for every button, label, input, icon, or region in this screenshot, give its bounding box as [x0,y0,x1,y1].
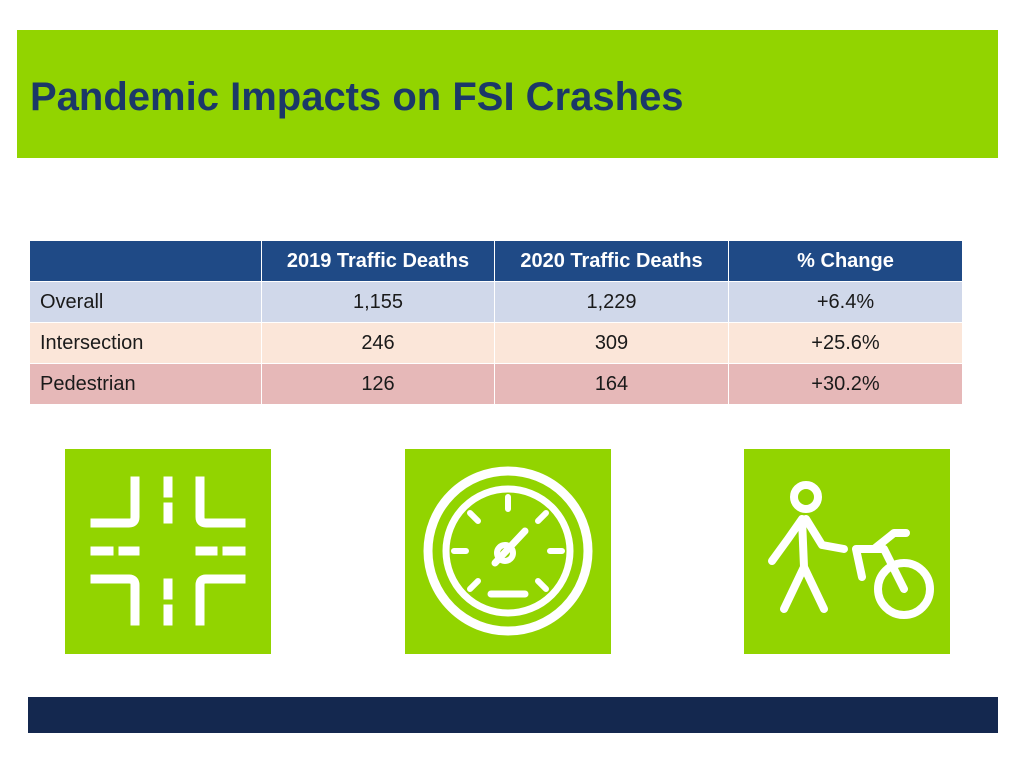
title-banner: Pandemic Impacts on FSI Crashes [17,30,998,158]
table-cell: 246 [262,323,494,363]
footer-bar [28,697,998,733]
header-cell [30,241,261,281]
table-cell: 309 [495,323,728,363]
header-cell: % Change [729,241,962,281]
table-cell: 164 [495,364,728,404]
header-cell: 2020 Traffic Deaths [495,241,728,281]
intersection-icon [65,449,271,654]
table-cell: 126 [262,364,494,404]
table-cell: 1,155 [262,282,494,322]
speedometer-icon [405,449,611,654]
table-cell: +6.4% [729,282,962,322]
row-label: Pedestrian [30,364,261,404]
pedestrian-bicycle-icon [744,449,950,654]
slide-title: Pandemic Impacts on FSI Crashes [30,75,684,119]
row-label: Intersection [30,323,261,363]
header-cell: 2019 Traffic Deaths [262,241,494,281]
row-label: Overall [30,282,261,322]
table-cell: +25.6% [729,323,962,363]
table-cell: +30.2% [729,364,962,404]
table-cell: 1,229 [495,282,728,322]
